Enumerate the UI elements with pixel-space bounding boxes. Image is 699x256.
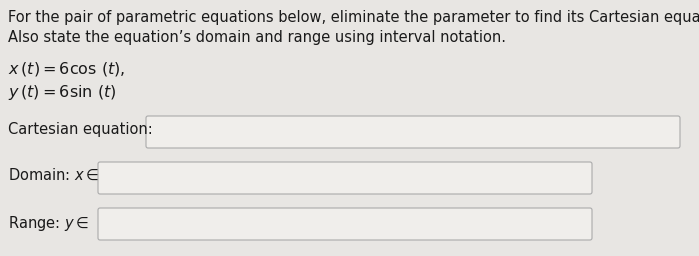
Text: For the pair of parametric equations below, eliminate the parameter to find its : For the pair of parametric equations bel… <box>8 10 699 25</box>
Text: $y\,(t) = 6\sin\,(t)$: $y\,(t) = 6\sin\,(t)$ <box>8 83 117 102</box>
Text: Also state the equation’s domain and range using interval notation.: Also state the equation’s domain and ran… <box>8 30 506 45</box>
Text: Cartesian equation:: Cartesian equation: <box>8 122 153 137</box>
Text: Range: $y \in$: Range: $y \in$ <box>8 214 89 233</box>
FancyBboxPatch shape <box>98 208 592 240</box>
Text: $x\,(t) = 6\cos\,(t),$: $x\,(t) = 6\cos\,(t),$ <box>8 60 125 78</box>
FancyBboxPatch shape <box>98 162 592 194</box>
Text: Domain: $x \in$: Domain: $x \in$ <box>8 168 99 183</box>
FancyBboxPatch shape <box>146 116 680 148</box>
